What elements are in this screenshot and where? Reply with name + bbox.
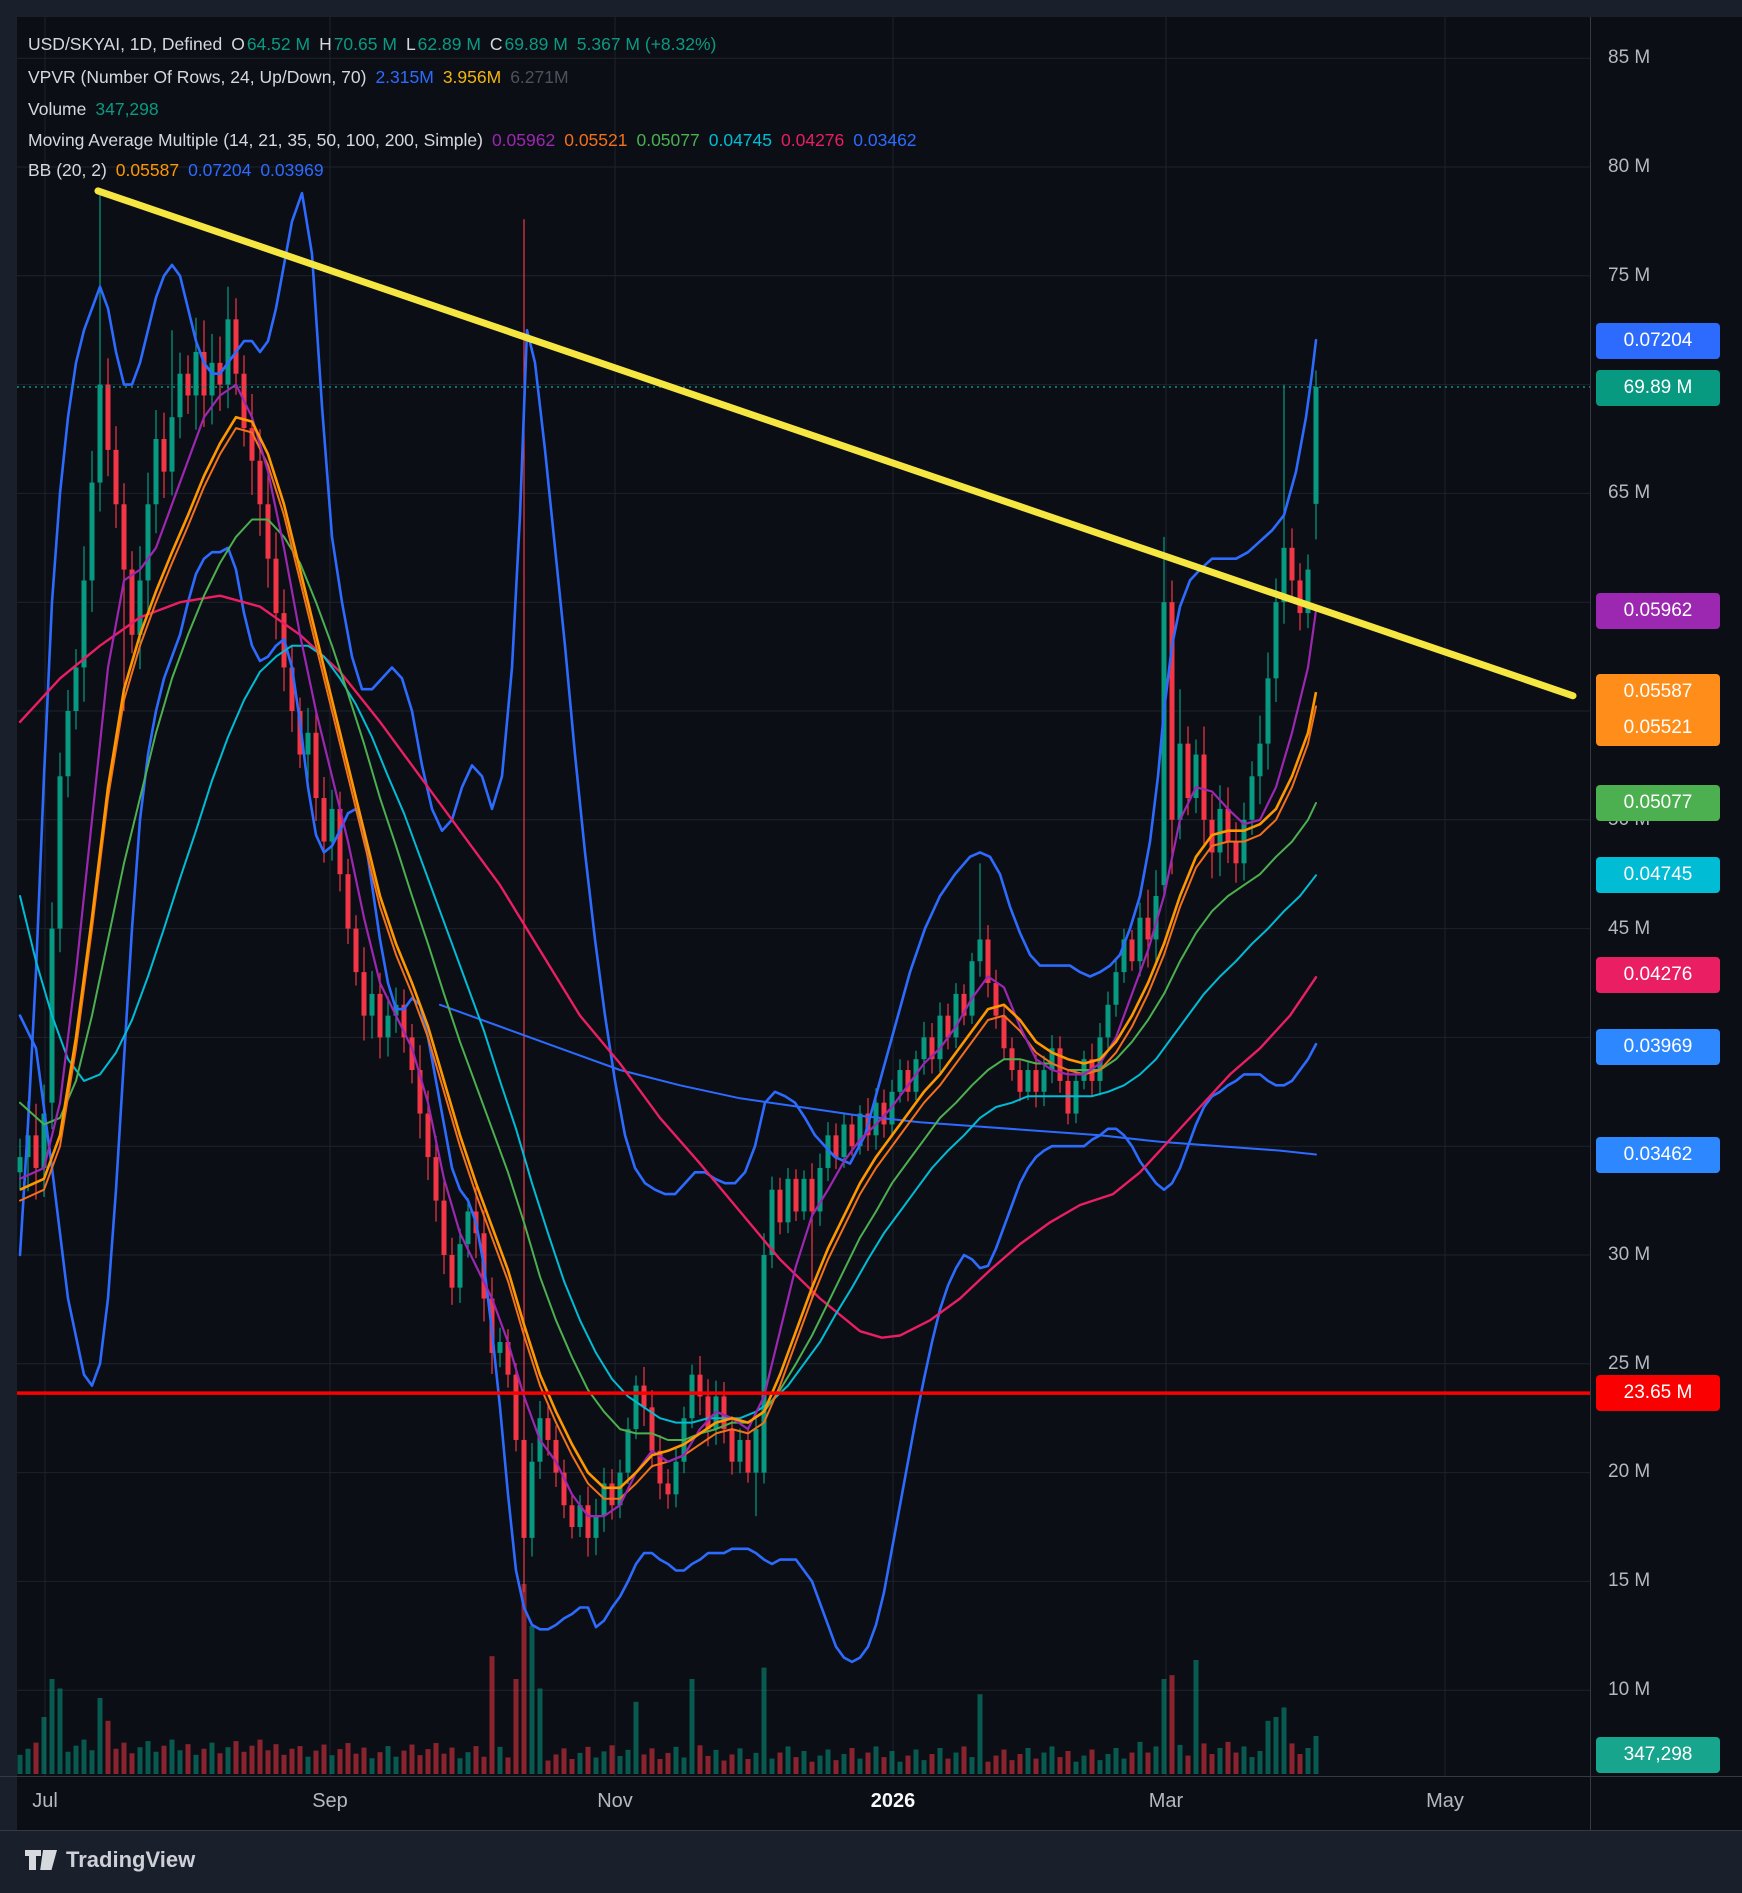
legend-ma100-value: 0.04276 — [781, 129, 845, 150]
bb-upper-badge: 0.07204 — [1596, 323, 1720, 359]
line-ma100 — [18, 594, 1318, 1339]
x-tick-Jul: Jul — [32, 1790, 58, 1812]
ma100-badge: 0.04276 — [1596, 957, 1720, 993]
legend-ohlc-low-label: L — [405, 33, 416, 54]
legend-ohlc-open-label: O — [231, 33, 245, 54]
tradingview-logo-icon — [25, 1850, 57, 1870]
line-bb-basis — [19, 415, 1318, 1490]
legend-bb-title: BB (20, 2) — [28, 159, 107, 180]
y-tick-75M: 75 M — [1608, 265, 1651, 286]
volume-bars — [17, 1584, 1319, 1774]
legend-vpvr-value-3: 6.271M — [510, 66, 569, 87]
footer-border — [0, 1830, 1742, 1831]
legend-bb-basis-value: 0.05587 — [115, 159, 180, 180]
last-price-badge: 69.89 M — [1596, 370, 1720, 406]
y-tick-10M: 10 M — [1608, 1679, 1651, 1700]
y-tick-30M: 30 M — [1608, 1244, 1651, 1265]
legend-vpvr-title: VPVR (Number Of Rows, 24, Up/Down, 70) — [28, 66, 367, 87]
x-tick-Sep: Sep — [312, 1790, 348, 1812]
legend-ma200-value: 0.03462 — [853, 129, 917, 150]
legend-vpvr-value-2: 3.956M — [442, 66, 502, 87]
line-ma35 — [19, 518, 1317, 1441]
line-bb-lower — [18, 546, 1318, 1664]
legend-vpvr-row[interactable]: VPVR (Number Of Rows, 24, Up/Down, 70) 2.… — [28, 65, 569, 89]
legend-ma21-value: 0.05521 — [564, 129, 628, 150]
y-tick-65M: 65 M — [1608, 482, 1651, 503]
legend-volume-value: 347,298 — [95, 98, 159, 119]
legend-ma14-value: 0.05962 — [491, 129, 556, 150]
legend-symbol-title: USD/SKYAI, 1D, Defined — [28, 33, 223, 54]
legend-ma-row[interactable]: Moving Average Multiple (14, 21, 35, 50,… — [28, 128, 917, 152]
tradingview-logo[interactable]: TradingView — [24, 1847, 195, 1873]
legend-vpvr-value-1: 2.315M — [375, 66, 434, 87]
y-tick-85M: 85 M — [1608, 47, 1651, 68]
time-scale-border — [0, 1776, 1742, 1777]
legend-ohlc-change-value: 5.367 M (+8.32%) — [576, 33, 717, 54]
ma14-badge: 0.05962 — [1596, 593, 1720, 629]
line-bb-upper — [18, 191, 1318, 1257]
gridlines — [17, 17, 1590, 1776]
x-tick-Mar: Mar — [1148, 1790, 1184, 1812]
volume-badge: 347,298 — [1596, 1737, 1720, 1773]
legend-ohlc-high-label: H — [319, 33, 332, 54]
line-ma50 — [19, 644, 1317, 1424]
line-ma200 — [439, 1003, 1317, 1156]
legend-ohlc-high-value: 70.65 M — [333, 33, 397, 54]
y-tick-25M: 25 M — [1608, 1353, 1651, 1374]
y-tick-45M: 45 M — [1608, 918, 1651, 939]
ma50-badge: 0.04745 — [1596, 857, 1720, 893]
legend-ma50-value: 0.04745 — [708, 129, 773, 150]
x-tick-May: May — [1426, 1790, 1464, 1812]
legend-bb-row[interactable]: BB (20, 2) 0.05587 0.07204 0.03969 — [28, 158, 324, 182]
price-scale-border — [1590, 17, 1591, 1831]
legend-bb-upper-value: 0.07204 — [188, 159, 252, 180]
legend-ohlc-close-value: 69.89 M — [504, 33, 568, 54]
plot-background — [17, 17, 1742, 1830]
ma35-badge: 0.05077 — [1596, 785, 1720, 821]
x-tick-2026: 2026 — [870, 1790, 916, 1812]
candles — [17, 193, 1319, 1593]
x-tick-Nov: Nov — [597, 1790, 633, 1812]
plot-area[interactable] — [17, 17, 1590, 1776]
y-tick-80M: 80 M — [1608, 156, 1651, 177]
legend-bb-lower-value: 0.03969 — [260, 159, 324, 180]
alert-line-badge: 23.65 M — [1596, 1375, 1720, 1411]
legend-ma-title: Moving Average Multiple (14, 21, 35, 50,… — [28, 129, 483, 150]
legend-ohlc-low-value: 62.89 M — [417, 33, 481, 54]
y-tick-20M: 20 M — [1608, 1461, 1651, 1482]
legend-ohlc-open-value: 64.52 M — [246, 33, 311, 54]
bb-lower-badge: 0.03969 — [1596, 1029, 1720, 1065]
y-tick-15M: 15 M — [1608, 1570, 1651, 1591]
ma200-badge: 0.03462 — [1596, 1137, 1720, 1173]
legend-volume-title: Volume — [28, 98, 87, 119]
footer-bar: TradingView — [0, 1831, 1742, 1893]
bb-basis-ma21-badge: 0.05587 0.05521 — [1596, 674, 1720, 746]
legend-ohlc-close-label: C — [489, 33, 503, 54]
tradingview-logo-text: TradingView — [66, 1847, 196, 1872]
trendline-drawing[interactable] — [94, 187, 1577, 700]
legend-volume-row[interactable]: Volume 347,298 — [28, 97, 159, 121]
legend-ma35-value: 0.05077 — [636, 129, 700, 150]
